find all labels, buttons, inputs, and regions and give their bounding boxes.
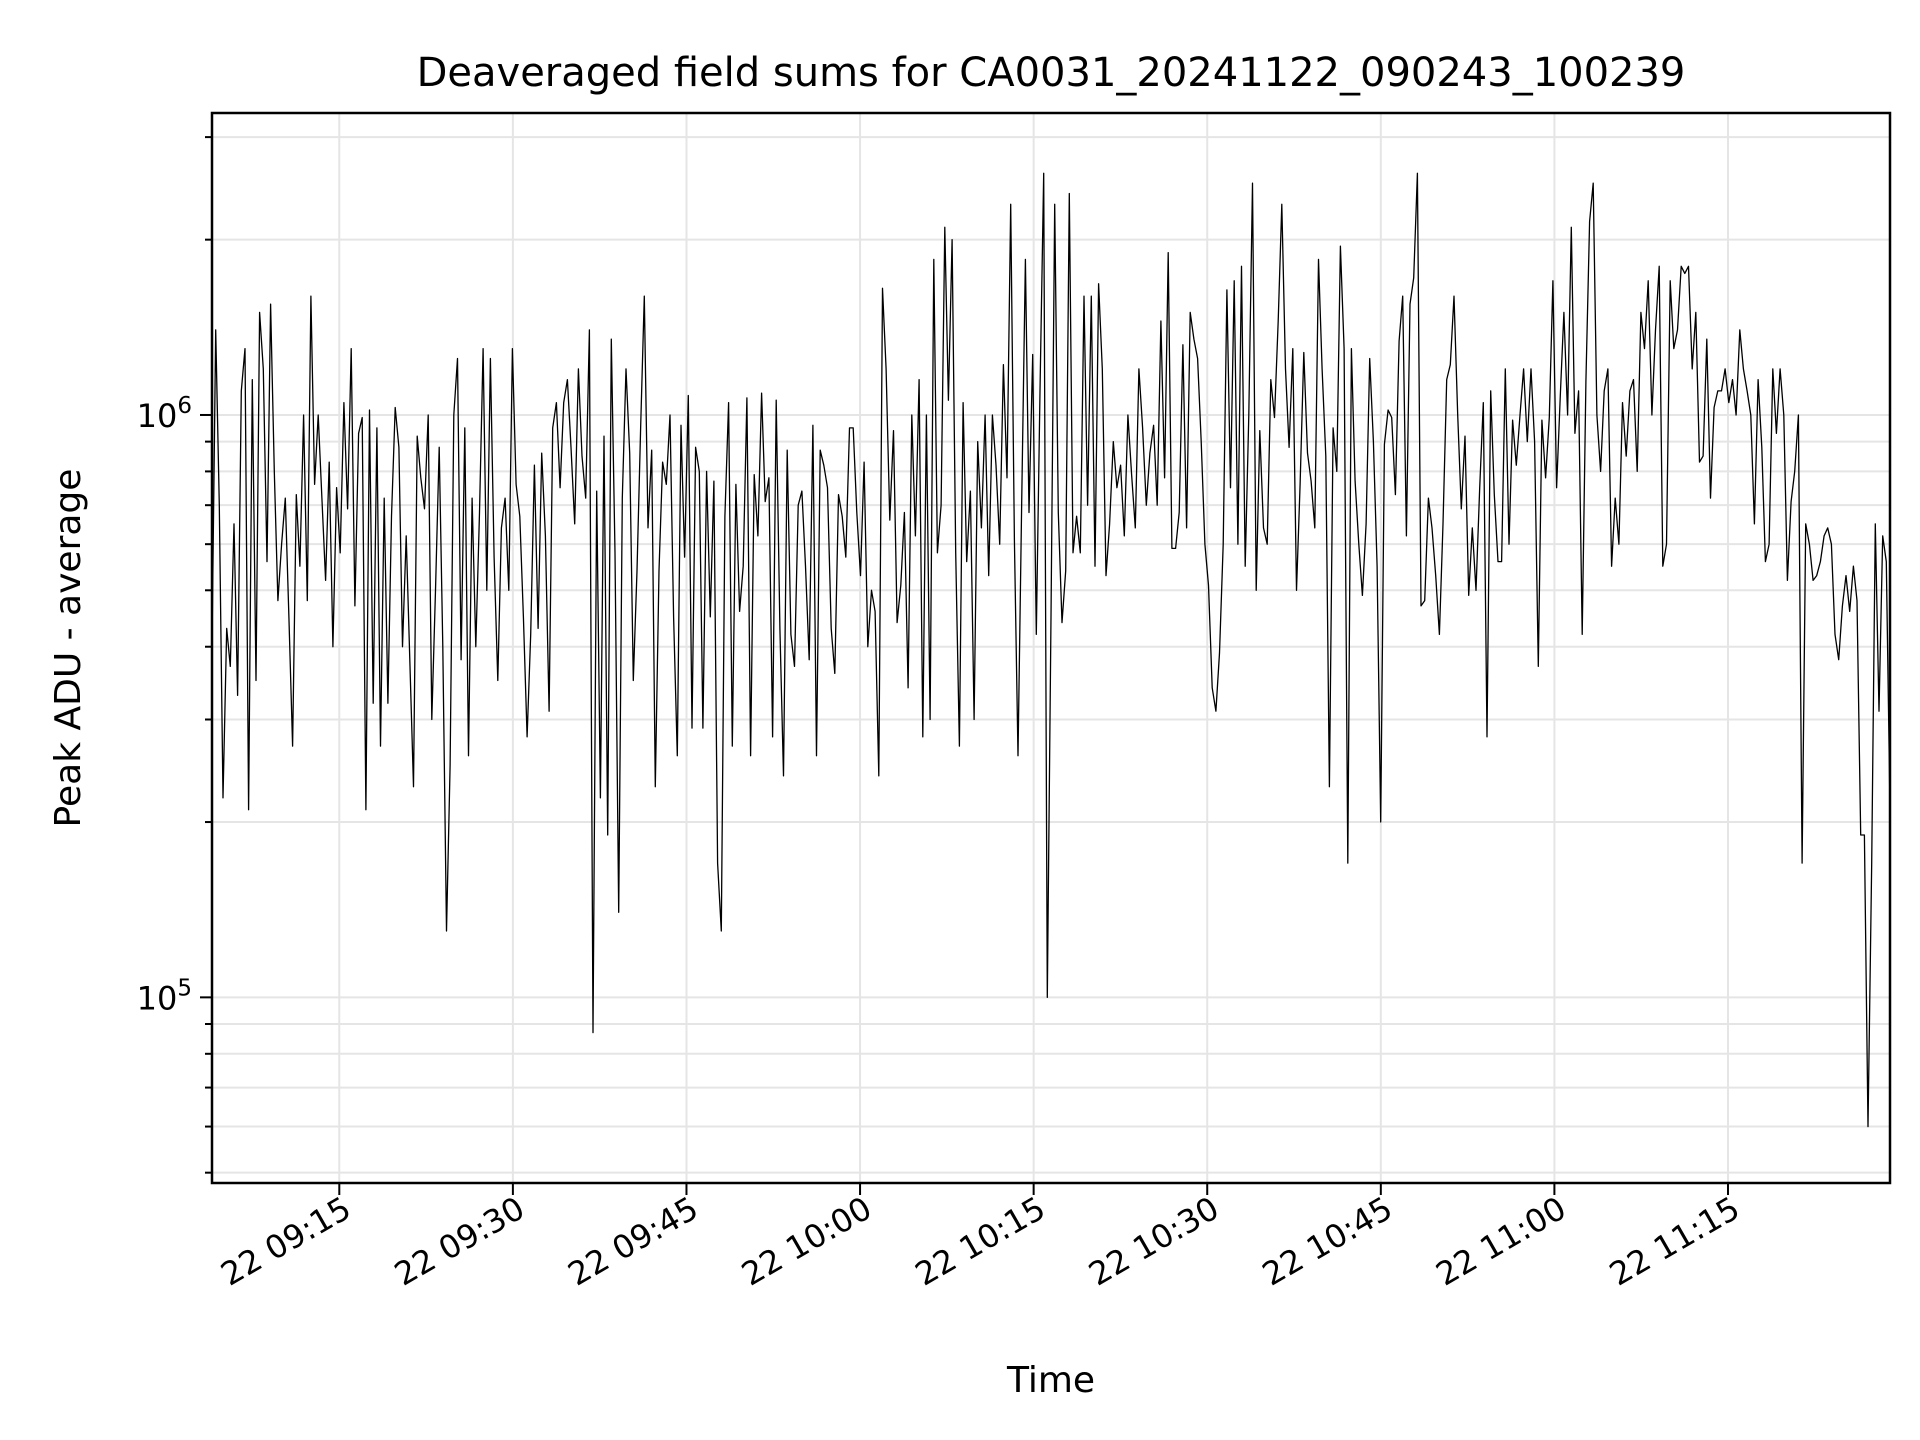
plot-frame (210, 111, 1892, 1185)
series-line (211, 172, 1891, 1128)
x-tick-label: 22 09:45 (562, 1189, 705, 1293)
y-axis-label: Peak ADU - average (48, 469, 89, 828)
x-axis-label: Time (1006, 1360, 1095, 1401)
x-tick-label: 22 11:15 (1603, 1189, 1746, 1293)
chart-title: Deaveraged field sums for CA0031_2024112… (417, 50, 1686, 96)
x-tick-label: 22 09:15 (214, 1189, 357, 1293)
y-tick-label: 105 (137, 975, 192, 1017)
x-tick-label: 22 10:30 (1082, 1189, 1225, 1293)
tick-layer: 105 106 22 09:15 22 09:30 22 09:45 22 10:00 22… (137, 136, 1746, 1293)
x-tick-label: 22 10:00 (735, 1189, 878, 1293)
x-tick-label: 22 11:00 (1429, 1189, 1572, 1293)
x-tick-label: 22 10:15 (909, 1189, 1052, 1293)
x-tick-label: 22 09:30 (388, 1189, 531, 1293)
y-tick-label: 106 (137, 393, 192, 435)
x-tick-label: 22 10:45 (1256, 1189, 1399, 1293)
grid-layer (212, 113, 1890, 1183)
